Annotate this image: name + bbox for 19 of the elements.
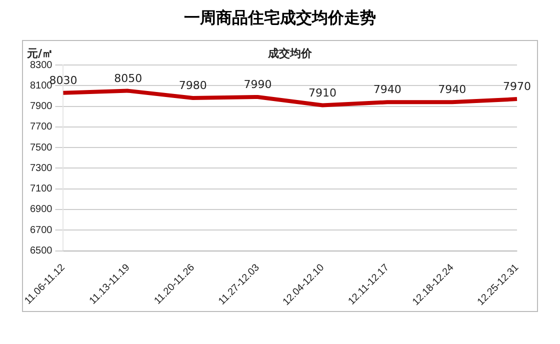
y-tick-label: 6500 [30,246,53,257]
data-label: 7940 [438,83,466,96]
y-tick-label: 7300 [30,162,53,174]
y-tick-label: 7500 [30,142,53,154]
y-tick-label: 6900 [30,204,53,216]
y-axis-title: 元/㎡ [26,47,54,60]
data-label: 7990 [244,78,272,91]
data-label: 7980 [178,79,207,92]
chart-subtitle: 成交均价 [267,47,314,60]
data-label: 7940 [373,83,402,96]
data-label: 7910 [308,86,337,100]
y-tick-label: 7100 [30,184,53,195]
y-tick-label: 7700 [30,122,53,133]
data-label: 8050 [114,72,142,85]
chart-title: 一周商品住宅成交均价走势 [183,8,377,29]
y-tick-label: 7900 [30,101,53,112]
data-label: 7970 [503,80,531,94]
y-tick-label: 6700 [30,224,53,236]
y-tick-label: 8300 [30,60,53,71]
